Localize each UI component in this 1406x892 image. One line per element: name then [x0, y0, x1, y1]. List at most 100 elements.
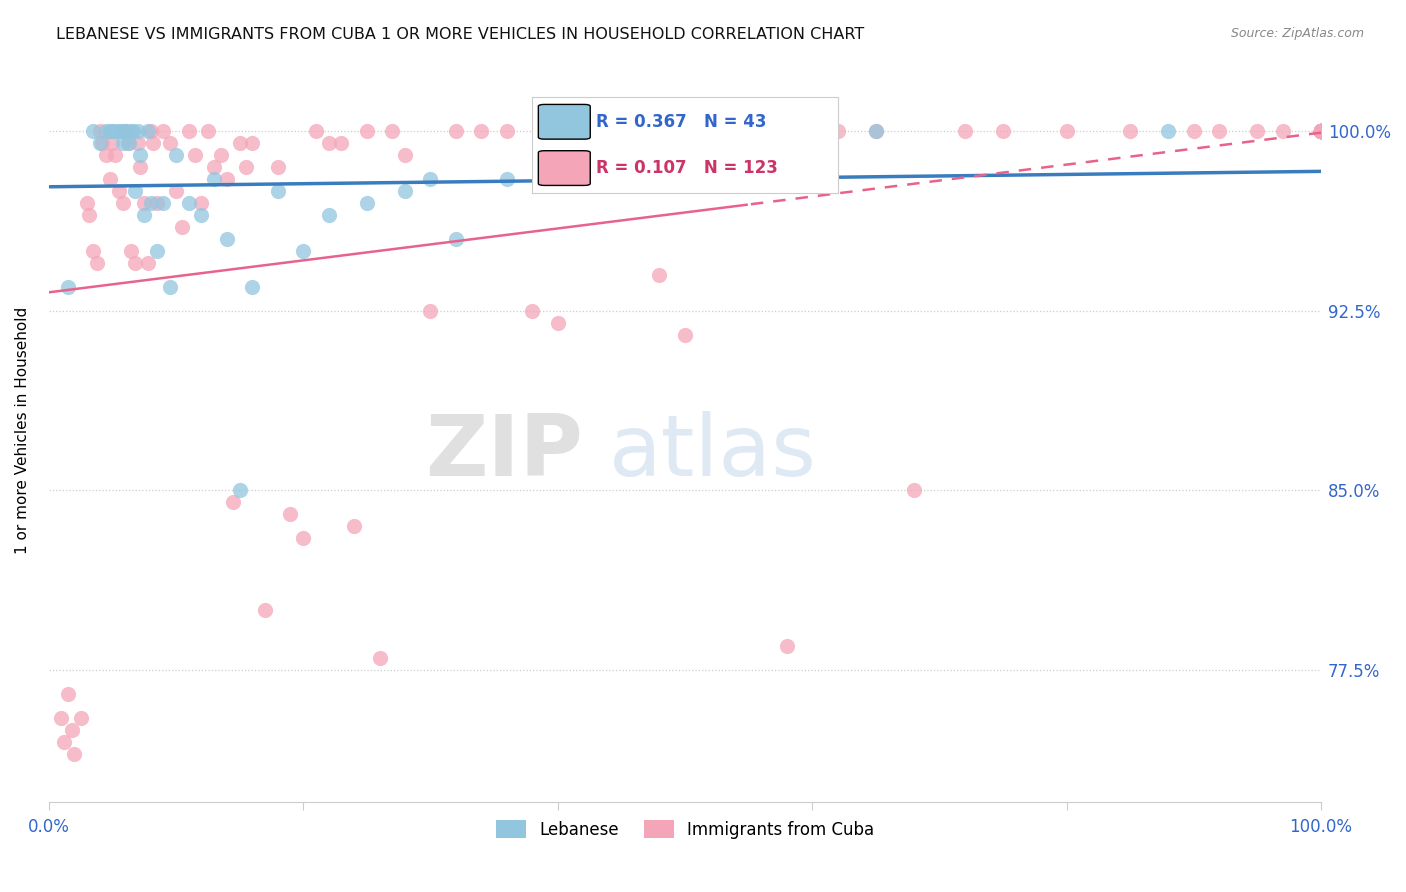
Point [305, 124, 328, 138]
Point [69, 711, 91, 725]
Point [134, 196, 156, 211]
Point [953, 124, 976, 138]
Point [124, 184, 146, 198]
Point [1310, 124, 1333, 138]
Point [1310, 124, 1333, 138]
Point [1310, 124, 1333, 138]
Point [215, 172, 238, 186]
Point [60, 723, 83, 737]
Text: Source: ZipAtlas.com: Source: ZipAtlas.com [1230, 27, 1364, 40]
Point [209, 148, 232, 162]
Point [368, 651, 391, 665]
Point [240, 280, 263, 294]
Point [159, 136, 181, 151]
Point [1310, 124, 1333, 138]
Point [1310, 124, 1333, 138]
Point [1310, 124, 1333, 138]
Point [1310, 124, 1333, 138]
Point [318, 208, 340, 222]
Point [903, 483, 925, 498]
Point [267, 184, 290, 198]
Point [280, 508, 302, 522]
Point [1310, 124, 1333, 138]
Point [197, 124, 219, 138]
Point [444, 124, 467, 138]
Point [127, 124, 149, 138]
Point [1310, 124, 1333, 138]
Point [172, 220, 194, 235]
Point [215, 232, 238, 246]
Point [381, 124, 404, 138]
Point [522, 304, 544, 318]
Point [1157, 124, 1180, 138]
Point [1310, 124, 1333, 138]
Point [1310, 124, 1333, 138]
Point [139, 196, 162, 211]
Point [107, 124, 129, 138]
Point [146, 244, 169, 258]
Point [699, 124, 721, 138]
Point [1310, 124, 1333, 138]
Point [115, 124, 138, 138]
Point [98, 172, 121, 186]
Point [648, 268, 671, 282]
Point [1310, 124, 1333, 138]
Point [1310, 124, 1333, 138]
Y-axis label: 1 or more Vehicles in Household: 1 or more Vehicles in Household [15, 307, 30, 554]
Point [1310, 124, 1333, 138]
Point [737, 136, 759, 151]
Point [89, 136, 111, 151]
Point [827, 124, 849, 138]
Point [991, 124, 1014, 138]
Point [776, 639, 799, 653]
Point [111, 196, 134, 211]
Point [240, 136, 263, 151]
Point [318, 136, 340, 151]
Point [177, 196, 200, 211]
Point [356, 196, 378, 211]
Point [1056, 124, 1078, 138]
Point [1310, 124, 1333, 138]
Point [394, 148, 416, 162]
Point [94, 124, 117, 138]
Point [101, 124, 124, 138]
Point [1310, 124, 1333, 138]
Point [222, 495, 245, 509]
Point [865, 124, 887, 138]
Text: atlas: atlas [609, 411, 817, 494]
Point [51, 711, 73, 725]
Point [1310, 124, 1333, 138]
Point [142, 136, 165, 151]
Point [1310, 124, 1333, 138]
Point [202, 172, 225, 186]
Point [1310, 124, 1333, 138]
Point [89, 124, 111, 138]
Point [117, 136, 139, 151]
Point [107, 184, 129, 198]
Point [159, 280, 181, 294]
Point [98, 124, 121, 138]
Point [152, 196, 174, 211]
Point [547, 161, 569, 175]
Point [202, 161, 225, 175]
Point [737, 124, 759, 138]
Point [292, 531, 315, 545]
Point [177, 124, 200, 138]
Point [254, 603, 277, 617]
Point [1310, 124, 1333, 138]
Point [1310, 124, 1333, 138]
Point [53, 735, 76, 749]
Point [419, 172, 441, 186]
Point [124, 256, 146, 270]
Point [1310, 124, 1333, 138]
Point [184, 148, 207, 162]
Point [673, 327, 696, 342]
Point [444, 232, 467, 246]
Point [111, 136, 134, 151]
Point [76, 196, 98, 211]
Point [1310, 124, 1333, 138]
Point [1310, 124, 1333, 138]
Point [136, 256, 159, 270]
Point [86, 256, 108, 270]
Point [292, 244, 315, 258]
